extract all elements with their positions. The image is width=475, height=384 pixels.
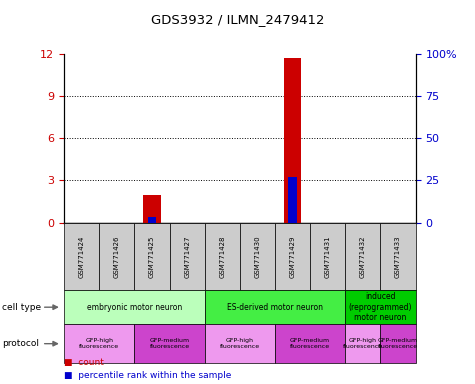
Text: GSM771429: GSM771429 [290, 235, 295, 278]
Text: GSM771432: GSM771432 [360, 235, 366, 278]
Bar [284, 58, 301, 223]
Text: GSM771424: GSM771424 [79, 235, 85, 278]
Text: GFP-medium
fluorescence: GFP-medium fluorescence [378, 338, 418, 349]
Text: GFP-high
fluorescence: GFP-high fluorescence [79, 338, 119, 349]
Text: GSM771426: GSM771426 [114, 235, 120, 278]
Text: GFP-medium
fluorescence: GFP-medium fluorescence [290, 338, 330, 349]
Bar [288, 177, 297, 223]
Bar [143, 195, 161, 223]
Text: GSM771433: GSM771433 [395, 235, 401, 278]
Text: embryonic motor neuron: embryonic motor neuron [87, 303, 182, 312]
Text: cell type: cell type [2, 303, 41, 312]
Text: ES-derived motor neuron: ES-derived motor neuron [227, 303, 323, 312]
Text: ■  count: ■ count [64, 359, 104, 367]
Text: GSM771425: GSM771425 [149, 235, 155, 278]
Text: GFP-medium
fluorescence: GFP-medium fluorescence [150, 338, 190, 349]
Text: ■  percentile rank within the sample: ■ percentile rank within the sample [64, 371, 231, 380]
Bar [148, 217, 156, 223]
Text: GFP-high
fluorescence: GFP-high fluorescence [220, 338, 260, 349]
Text: protocol: protocol [2, 339, 39, 348]
Text: GDS3932 / ILMN_2479412: GDS3932 / ILMN_2479412 [151, 13, 324, 26]
Text: GFP-high
fluorescence: GFP-high fluorescence [343, 338, 383, 349]
Text: GSM771428: GSM771428 [219, 235, 225, 278]
Text: GSM771430: GSM771430 [255, 235, 260, 278]
Text: induced
(reprogrammed)
motor neuron: induced (reprogrammed) motor neuron [349, 292, 412, 322]
Text: GSM771427: GSM771427 [184, 235, 190, 278]
Text: GSM771431: GSM771431 [325, 235, 331, 278]
